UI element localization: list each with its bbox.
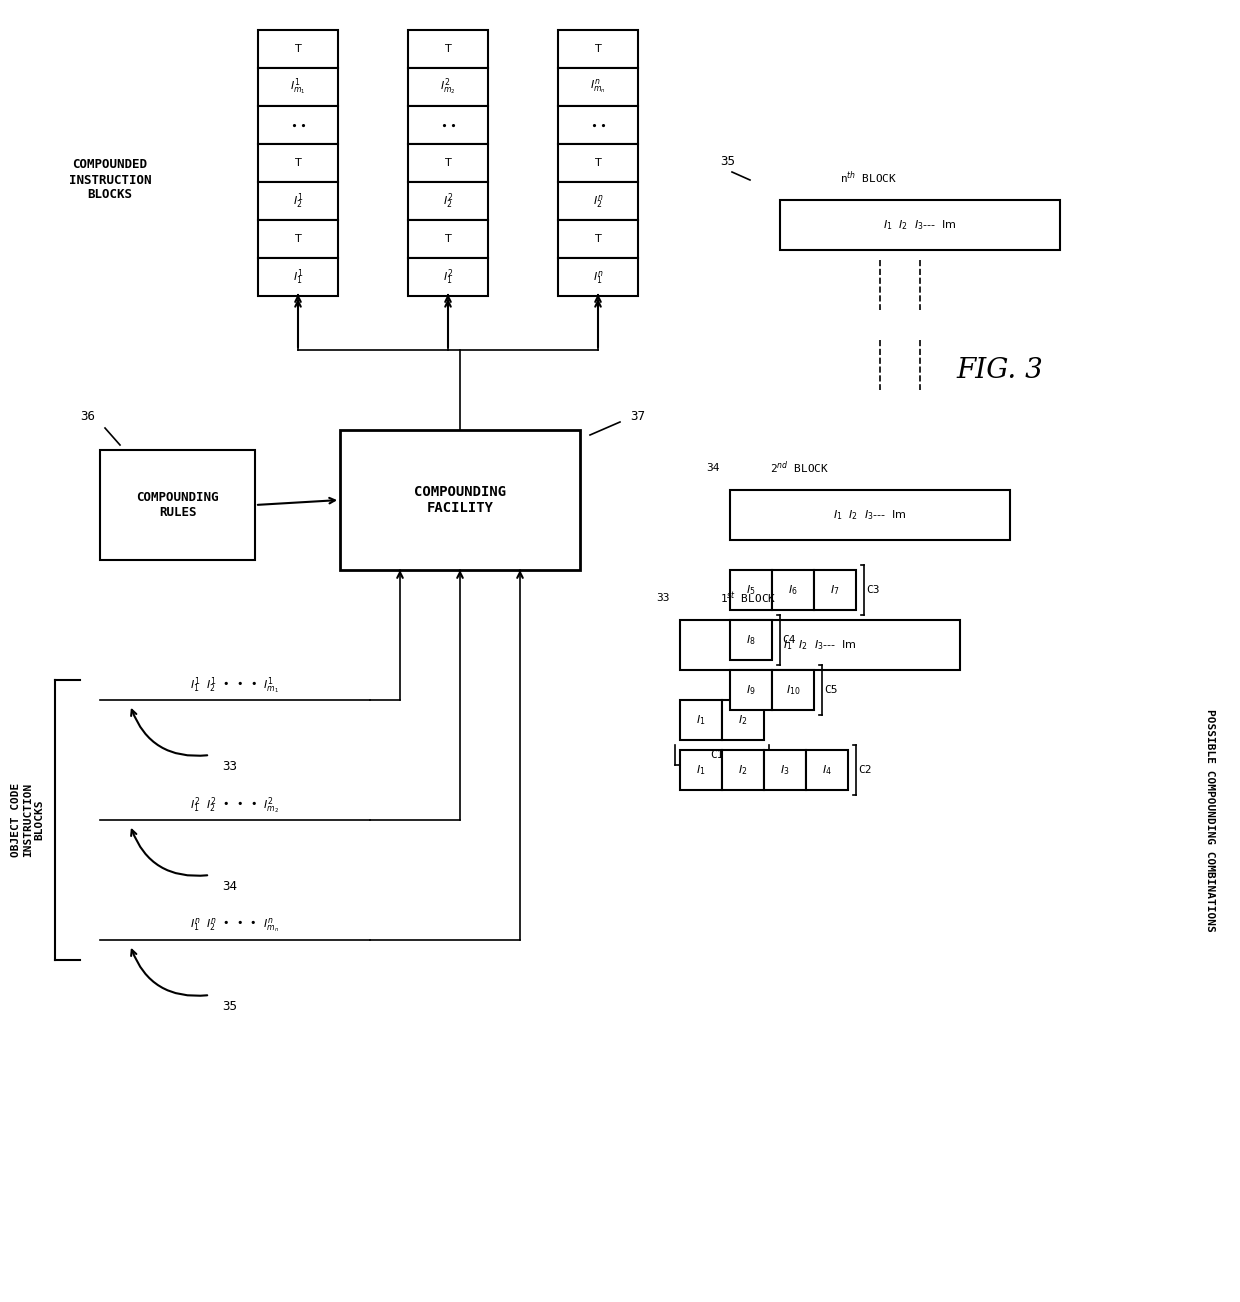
Text: $I_6$: $I_6$	[789, 583, 797, 596]
Text: $I^n_2$: $I^n_2$	[593, 193, 603, 210]
Text: 36: 36	[81, 410, 95, 423]
Text: COMPOUNDING
FACILITY: COMPOUNDING FACILITY	[414, 484, 506, 516]
Bar	[780, 201, 1060, 250]
Text: OBJECT CODE
INSTRUCTION
BLOCKS: OBJECT CODE INSTRUCTION BLOCKS	[11, 783, 45, 857]
Text: T: T	[295, 44, 301, 53]
Text: $I^n_1$: $I^n_1$	[593, 268, 603, 285]
Text: $I_{10}$: $I_{10}$	[786, 684, 800, 697]
Text: 34: 34	[222, 880, 238, 893]
Text: $I_9$: $I_9$	[746, 684, 756, 697]
Text: T: T	[595, 234, 601, 243]
Text: T: T	[445, 158, 451, 168]
Bar	[258, 105, 339, 145]
Text: $\bullet\bullet$: $\bullet\bullet$	[290, 120, 306, 130]
Text: $I^1_2$: $I^1_2$	[293, 191, 303, 211]
Text: POSSIBLE COMPOUNDING COMBINATIONS: POSSIBLE COMPOUNDING COMBINATIONS	[1205, 708, 1215, 931]
Bar	[680, 750, 722, 790]
Text: $I^1_1$  $I^1_2$  •  •  •  $I^1_{m_1}$: $I^1_1$ $I^1_2$ • • • $I^1_{m_1}$	[190, 676, 280, 697]
Text: $I^1_{m_1}$: $I^1_{m_1}$	[290, 77, 306, 98]
Bar	[100, 450, 255, 560]
Bar	[558, 68, 639, 105]
Text: $I_3$: $I_3$	[780, 763, 790, 777]
Bar	[680, 620, 960, 671]
Text: 34: 34	[707, 464, 720, 473]
Text: $I^1_1$: $I^1_1$	[293, 267, 303, 286]
Bar	[408, 105, 489, 145]
Bar	[730, 490, 1011, 540]
Text: $I_1$  $I_2$  $I_3$---  Im: $I_1$ $I_2$ $I_3$--- Im	[883, 219, 957, 232]
Text: $I_8$: $I_8$	[746, 633, 756, 647]
Text: T: T	[595, 158, 601, 168]
Bar	[258, 30, 339, 68]
Bar	[558, 220, 639, 258]
Text: T: T	[445, 234, 451, 243]
Bar	[408, 30, 489, 68]
Text: $I_2$: $I_2$	[738, 713, 748, 727]
Text: $I^2_{m_2}$: $I^2_{m_2}$	[440, 77, 456, 98]
Text: $\bullet\bullet$: $\bullet\bullet$	[440, 120, 456, 130]
Text: $I^2_2$: $I^2_2$	[443, 191, 453, 211]
Text: C2: C2	[858, 766, 872, 775]
Bar	[340, 430, 580, 570]
Bar	[258, 258, 339, 296]
Text: 33: 33	[222, 760, 238, 773]
Text: n$^{th}$ BLOCK: n$^{th}$ BLOCK	[839, 169, 898, 186]
Text: COMPOUNDING
RULES: COMPOUNDING RULES	[136, 491, 218, 519]
Bar	[408, 258, 489, 296]
Bar	[258, 145, 339, 182]
Text: $I_7$: $I_7$	[831, 583, 839, 596]
Text: FIG. 3: FIG. 3	[956, 357, 1043, 384]
Bar	[764, 750, 806, 790]
Bar	[408, 220, 489, 258]
Bar	[558, 258, 639, 296]
Text: $I_2$: $I_2$	[738, 763, 748, 777]
Text: $I_1$: $I_1$	[696, 763, 706, 777]
Text: $I^2_1$  $I^2_2$  •  •  •  $I^2_{m_2}$: $I^2_1$ $I^2_2$ • • • $I^2_{m_2}$	[190, 796, 280, 816]
Text: $\bullet\bullet$: $\bullet\bullet$	[590, 120, 606, 130]
Text: T: T	[295, 158, 301, 168]
Bar	[730, 620, 773, 660]
Text: $I_4$: $I_4$	[822, 763, 832, 777]
Bar	[730, 570, 773, 611]
Text: T: T	[595, 44, 601, 53]
Text: $I^n_{m_n}$: $I^n_{m_n}$	[590, 78, 606, 96]
Bar	[722, 750, 764, 790]
Bar	[558, 182, 639, 220]
Bar	[773, 570, 813, 611]
Text: T: T	[445, 44, 451, 53]
Text: C3: C3	[866, 585, 879, 595]
Text: 35: 35	[222, 1000, 238, 1013]
Text: 1$^{st}$ BLOCK: 1$^{st}$ BLOCK	[720, 590, 776, 605]
Text: C5: C5	[825, 685, 837, 695]
Text: COMPOUNDED
INSTRUCTION
BLOCKS: COMPOUNDED INSTRUCTION BLOCKS	[68, 159, 151, 202]
Bar	[258, 220, 339, 258]
Bar	[258, 68, 339, 105]
Text: C1: C1	[711, 750, 724, 760]
Text: $I^2_1$: $I^2_1$	[443, 267, 453, 286]
Text: 37: 37	[630, 410, 645, 423]
Text: 33: 33	[656, 592, 670, 603]
Text: $I_1$  $I_2$  $I_3$---  Im: $I_1$ $I_2$ $I_3$--- Im	[833, 508, 906, 522]
Text: 35: 35	[720, 155, 735, 168]
Bar	[813, 570, 856, 611]
Bar	[680, 700, 722, 740]
Bar	[773, 671, 813, 710]
Bar	[258, 182, 339, 220]
Bar	[806, 750, 848, 790]
Text: 2$^{nd}$ BLOCK: 2$^{nd}$ BLOCK	[770, 460, 830, 477]
Bar	[408, 145, 489, 182]
Bar	[408, 182, 489, 220]
Bar	[558, 145, 639, 182]
Bar	[408, 68, 489, 105]
Text: T: T	[295, 234, 301, 243]
Bar	[722, 700, 764, 740]
Bar	[558, 30, 639, 68]
Text: $I_5$: $I_5$	[746, 583, 755, 596]
Bar	[558, 105, 639, 145]
Text: $I_1$: $I_1$	[696, 713, 706, 727]
Text: $I_1$  $I_2$  $I_3$---  Im: $I_1$ $I_2$ $I_3$--- Im	[784, 638, 857, 652]
Text: $I^n_1$  $I^n_2$  •  •  •  $I^n_{m_n}$: $I^n_1$ $I^n_2$ • • • $I^n_{m_n}$	[190, 917, 280, 935]
Text: C4: C4	[782, 635, 796, 644]
Bar	[730, 671, 773, 710]
